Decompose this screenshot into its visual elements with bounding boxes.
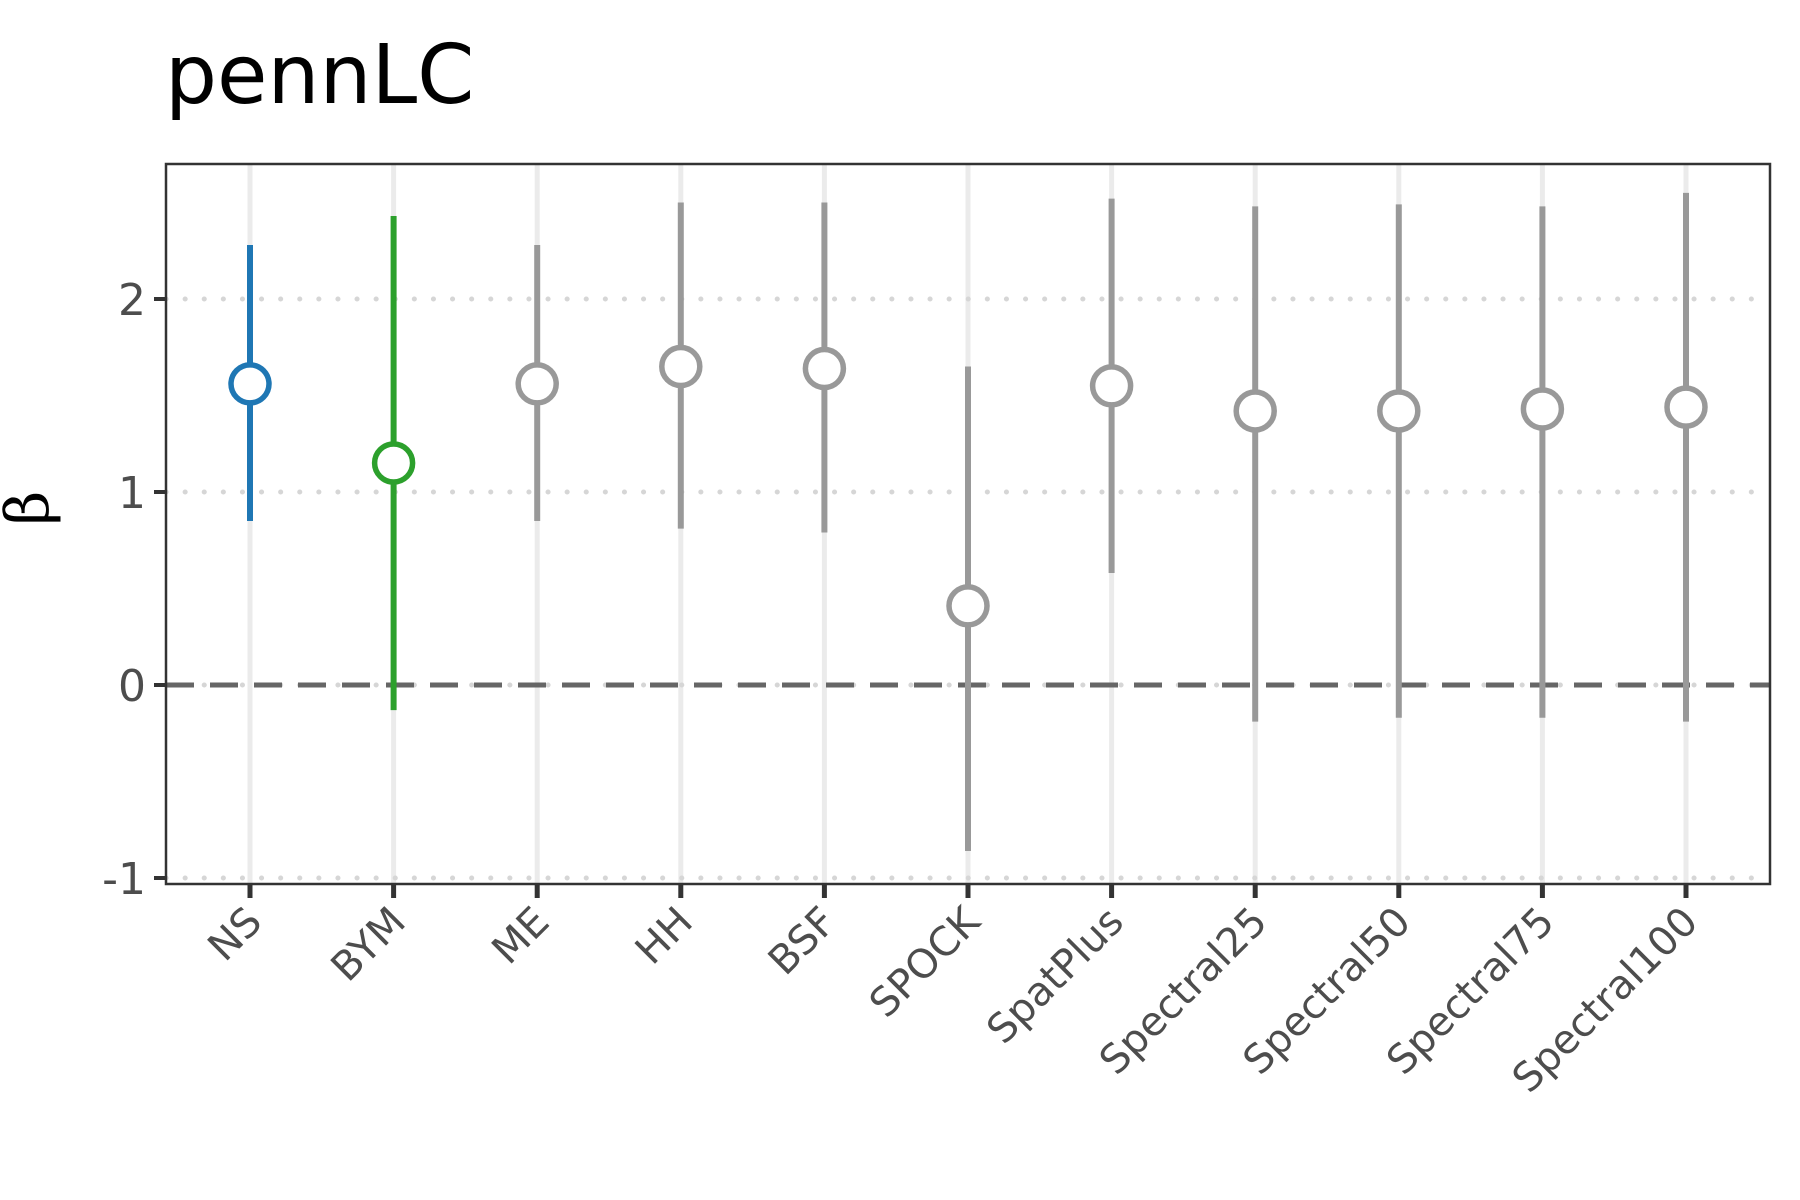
- point-estimate-ME: [515, 362, 559, 406]
- point-estimate-SpatPlus: [1089, 364, 1134, 408]
- chart-title: pennLC: [165, 28, 474, 123]
- y-tick-label: 2: [118, 275, 146, 326]
- point-estimate-NS: [228, 362, 272, 406]
- y-tick-label: -1: [102, 854, 146, 905]
- x-tick-label: HH: [627, 899, 702, 974]
- y-tick-label: 1: [118, 468, 146, 519]
- point-estimate-Spectral50: [1377, 389, 1421, 433]
- point-estimate-Spectral25: [1233, 389, 1277, 433]
- point-estimate-BYM: [371, 441, 416, 485]
- y-axis-label: β: [0, 491, 63, 526]
- x-tick-label: SPOCK: [861, 897, 990, 1026]
- point-estimate-Spectral100: [1664, 385, 1708, 429]
- point-estimate-BSF: [802, 346, 847, 391]
- point-estimate-SPOCK: [946, 584, 990, 628]
- point-estimate-Spectral75: [1520, 387, 1565, 431]
- y-tick-label: 0: [118, 661, 146, 712]
- data-layer: [228, 192, 1708, 851]
- point-estimate-HH: [659, 344, 703, 389]
- x-tick-label: BSF: [760, 899, 846, 985]
- x-tick-label: SpatPlus: [978, 899, 1132, 1053]
- x-tick-label: NS: [199, 899, 271, 971]
- x-tick-label: BYM: [323, 899, 415, 991]
- x-tick-label: ME: [483, 899, 558, 974]
